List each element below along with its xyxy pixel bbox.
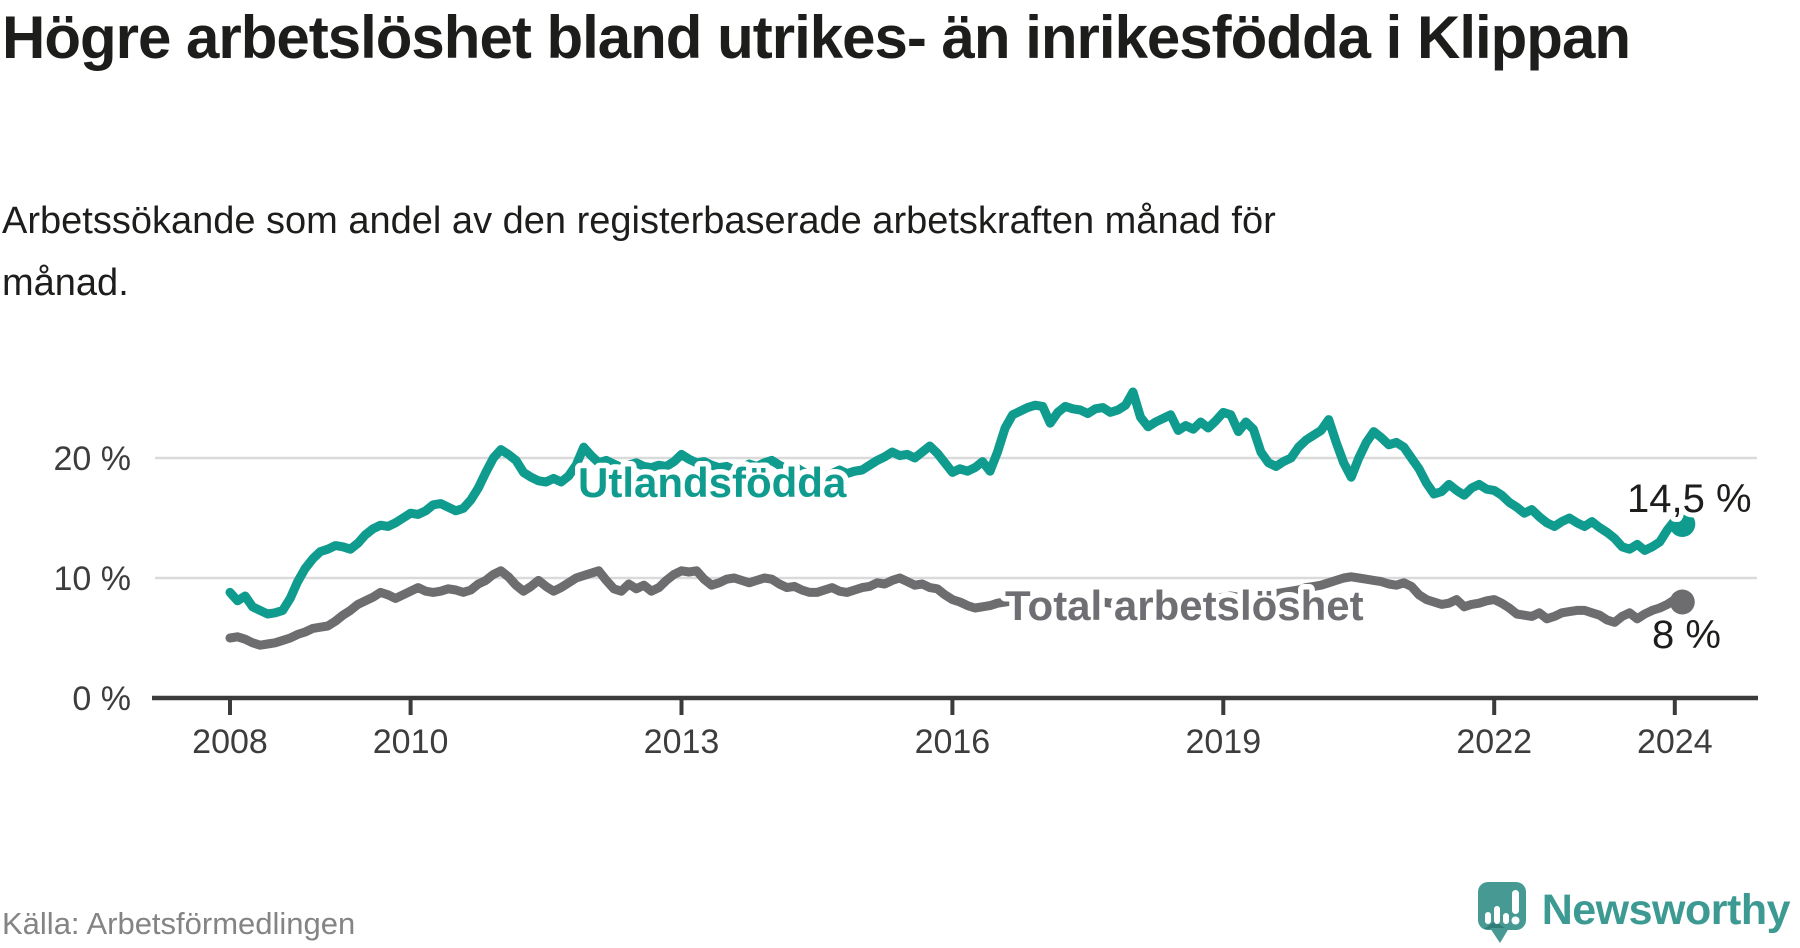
unemployment-line-chart: 2008 2010 2013 2016 2019 2022 2024 0 % 10 % 20… [54,387,1758,761]
series-endpoint-dot-total [1669,589,1695,615]
series-label-total-arbetsloshet: Total arbetslöshet [1005,582,1364,629]
end-value-label-utlandsfodda: 14,5 % [1627,477,1752,521]
x-tick-label-2008: 2008 [192,723,268,761]
y-tick-label-10: 10 % [54,560,132,598]
x-tick-label-2010: 2010 [373,723,449,761]
series-line-utlandsfodda [225,387,1687,619]
x-tick-label-2013: 2013 [644,723,720,761]
series-endpoint-dot-utlandsfodda [1669,511,1696,537]
page-title: Högre arbetslöshet bland utrikes- än inr… [2,4,1631,71]
source-note: Källa: Arbetsförmedlingen [2,906,356,941]
x-tick-label-2022: 2022 [1456,723,1532,761]
x-tick-label-2019: 2019 [1185,723,1261,761]
gridlines [155,456,1757,580]
x-tick-label-2024: 2024 [1637,723,1713,761]
newsworthy-brand: Newsworthy [1477,880,1791,948]
y-axis-labels: 0 % 10 % 20 % [54,440,132,718]
y-tick-label-20: 20 % [54,440,132,478]
x-tick-label-2016: 2016 [915,723,991,761]
x-axis-ticks: 2008 2010 2013 2016 2019 2022 2024 [192,698,1713,761]
page-subtitle: Arbetssökande som andel av den registerb… [2,200,1276,304]
end-value-label-total: 8 % [1652,613,1721,657]
y-tick-label-0: 0 % [72,680,131,718]
series-label-utlandsfodda: Utlandsfödda [578,459,847,506]
newsworthy-wordmark: Newsworthy [1541,885,1791,934]
newsworthy-logo-icon [1477,882,1526,943]
series-line-total-arbetsloshet [225,566,1687,650]
